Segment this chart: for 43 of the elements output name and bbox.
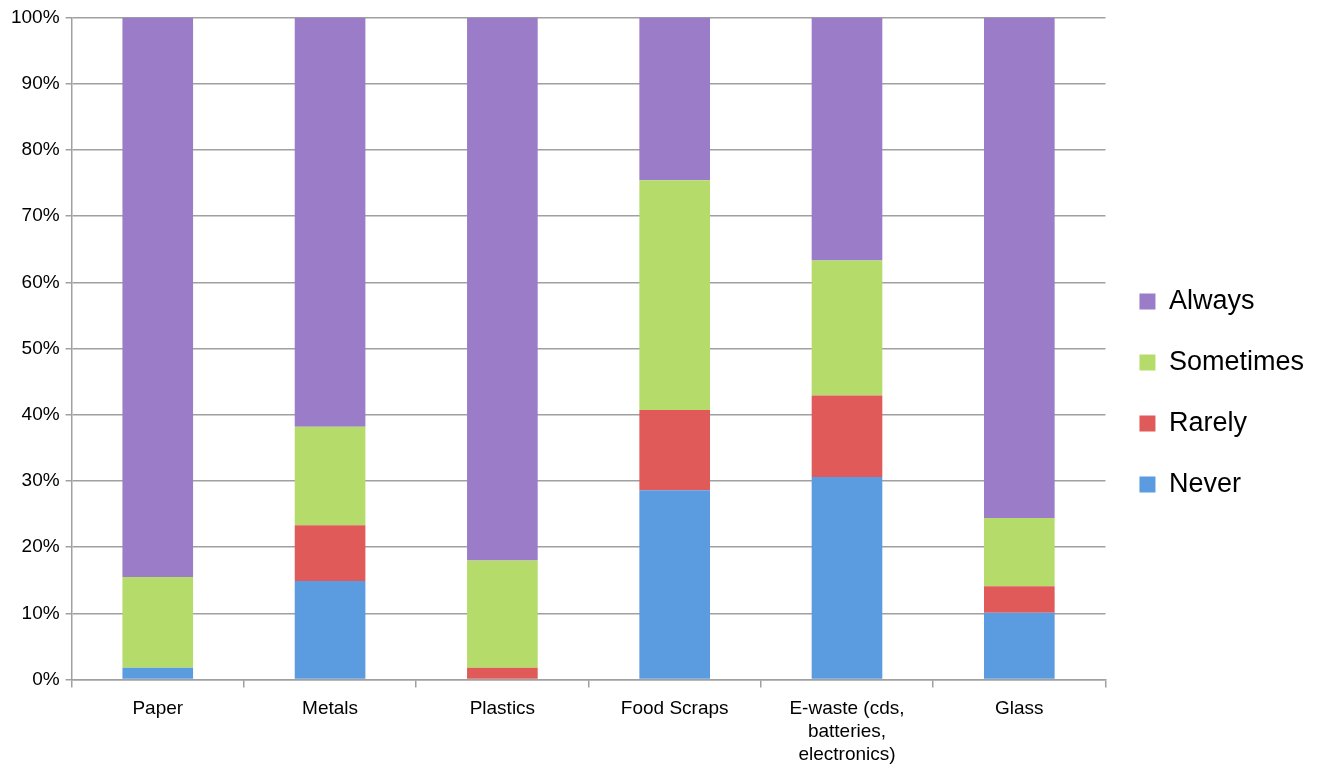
legend-label: Rarely	[1168, 406, 1248, 437]
bar	[122, 576, 194, 668]
x-tick-label: E-waste (cds, batteries, electronics)	[789, 697, 905, 764]
y-tick-label: 90%	[21, 71, 60, 93]
bar	[639, 410, 711, 491]
bar	[122, 17, 194, 577]
bar	[811, 17, 883, 261]
legend-label: Always	[1168, 284, 1255, 315]
x-tick-label: Plastics	[469, 697, 536, 719]
bar	[811, 476, 883, 679]
bar	[983, 17, 1055, 519]
y-tick-label: 0%	[32, 667, 60, 689]
y-tick-label: 100%	[10, 5, 60, 27]
bar	[467, 560, 538, 668]
bar	[294, 580, 366, 679]
y-tick-label: 60%	[21, 270, 60, 292]
bar	[811, 260, 883, 396]
bar	[467, 17, 538, 561]
x-tick-label: Paper	[132, 697, 184, 719]
bar	[811, 395, 883, 477]
bar	[983, 586, 1055, 613]
y-tick-label: 70%	[21, 204, 60, 226]
bar	[294, 17, 366, 427]
x-tick-label: Glass	[995, 697, 1044, 719]
bar	[467, 667, 538, 679]
bar	[639, 17, 711, 181]
y-tick-label: 50%	[21, 336, 60, 358]
bar	[983, 612, 1055, 679]
bar	[294, 525, 366, 581]
bar	[639, 490, 711, 679]
x-tick-label: Food Scraps	[620, 697, 729, 719]
bar	[983, 518, 1055, 587]
y-tick-label: 20%	[21, 535, 60, 557]
y-tick-label: 40%	[21, 402, 60, 424]
bar	[294, 426, 366, 526]
legend-label: Never	[1168, 467, 1241, 498]
bar	[122, 667, 194, 679]
legend-label: Sometimes	[1168, 345, 1305, 376]
x-tick-label: Metals	[302, 697, 359, 719]
y-tick-label: 10%	[21, 601, 60, 623]
y-tick-label: 80%	[21, 138, 60, 160]
y-tick-label: 30%	[21, 469, 60, 491]
bar	[639, 180, 711, 411]
